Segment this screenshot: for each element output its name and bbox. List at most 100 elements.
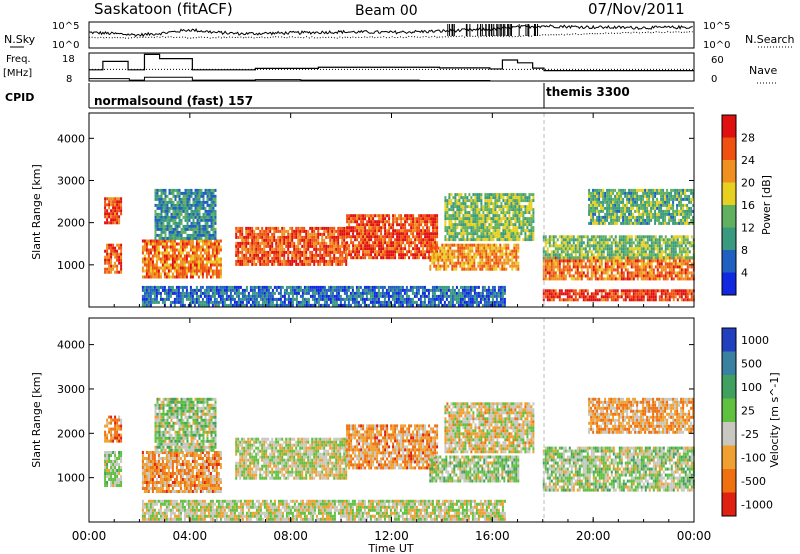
range-time-cell [476, 223, 479, 227]
range-time-cell [158, 194, 161, 198]
range-time-cell [161, 260, 164, 264]
range-time-cell [498, 232, 501, 236]
range-time-cell [487, 252, 490, 256]
range-time-cell [443, 258, 446, 262]
range-time-cell [159, 275, 162, 279]
range-time-cell [186, 218, 189, 222]
range-time-cell [329, 229, 332, 233]
range-time-cell [632, 262, 635, 266]
range-time-cell [596, 259, 599, 263]
range-time-cell [505, 243, 508, 247]
range-time-cell [114, 215, 117, 219]
range-time-cell [472, 220, 475, 224]
range-time-cell [606, 241, 609, 245]
range-time-cell [560, 289, 563, 293]
range-time-cell [189, 260, 192, 264]
range-time-cell [198, 221, 201, 225]
range-time-cell [516, 202, 519, 206]
range-time-cell [646, 274, 649, 278]
range-time-cell [658, 259, 661, 263]
range-time-cell [682, 203, 685, 207]
range-time-cell [560, 244, 563, 248]
range-time-cell [191, 275, 194, 279]
range-time-cell [275, 256, 278, 260]
range-time-cell [467, 246, 470, 250]
range-time-cell [630, 215, 633, 219]
range-time-cell [370, 229, 373, 233]
range-time-cell [586, 268, 589, 272]
range-time-cell [630, 206, 633, 210]
range-time-cell [372, 220, 375, 224]
range-time-cell [520, 223, 523, 227]
range-time-cell [155, 269, 158, 273]
range-time-cell [568, 238, 571, 242]
range-time-cell [662, 191, 665, 195]
range-time-cell [610, 289, 613, 293]
range-time-cell [568, 241, 571, 245]
range-time-cell [368, 241, 371, 245]
range-time-cell [664, 212, 667, 216]
range-time-cell [321, 247, 324, 251]
range-time-cell [550, 277, 553, 281]
range-time-cell [141, 239, 144, 243]
range-time-cell [503, 267, 506, 271]
range-time-cell [646, 191, 649, 195]
range-time-cell [418, 232, 421, 236]
range-time-cell [650, 188, 653, 192]
range-time-cell [433, 264, 436, 268]
range-time-cell [472, 217, 475, 221]
range-time-cell [590, 292, 593, 296]
range-time-cell [321, 226, 324, 230]
range-time-cell [447, 246, 450, 250]
range-time-cell [171, 275, 174, 279]
range-time-cell [163, 266, 166, 270]
range-time-cell [640, 188, 643, 192]
range-time-cell [445, 264, 448, 268]
range-time-cell [154, 221, 157, 225]
range-time-cell [588, 295, 591, 299]
range-time-cell [247, 256, 250, 260]
range-time-cell [670, 256, 673, 260]
range-time-cell [273, 259, 276, 263]
range-time-cell [660, 271, 663, 275]
range-time-cell [118, 243, 121, 247]
range-time-cell [183, 269, 186, 273]
range-time-cell [676, 197, 679, 201]
range-time-cell [444, 238, 447, 242]
range-time-cell [303, 238, 306, 242]
range-time-cell [165, 260, 168, 264]
range-time-cell [467, 264, 470, 268]
range-time-cell [650, 274, 653, 278]
range-time-cell [404, 223, 407, 227]
range-time-cell [185, 257, 188, 261]
range-time-cell [620, 238, 623, 242]
range-time-cell [680, 268, 683, 272]
range-time-cell [116, 258, 119, 262]
range-time-cell [352, 229, 355, 233]
range-time-cell [644, 203, 647, 207]
range-time-cell [446, 238, 449, 242]
range-time-cell [650, 238, 653, 242]
range-time-cell [341, 241, 344, 245]
range-time-cell [544, 235, 547, 239]
range-time-cell [205, 239, 208, 243]
range-time-cell [464, 196, 467, 200]
range-time-cell [505, 246, 508, 250]
range-time-cell [600, 206, 603, 210]
range-time-cell [640, 241, 643, 245]
range-time-cell [487, 261, 490, 265]
range-time-cell [610, 298, 613, 302]
range-time-cell [664, 244, 667, 248]
range-time-cell [431, 246, 434, 250]
range-time-cell [616, 262, 619, 266]
range-time-cell [378, 220, 381, 224]
range-time-cell [468, 223, 471, 227]
range-time-cell [626, 194, 629, 198]
range-time-cell [108, 200, 111, 204]
range-time-cell [485, 255, 488, 259]
range-time-cell [199, 269, 202, 273]
range-time-cell [642, 235, 645, 239]
range-time-cell [212, 227, 215, 231]
range-time-cell [180, 236, 183, 240]
range-time-cell [178, 212, 181, 216]
